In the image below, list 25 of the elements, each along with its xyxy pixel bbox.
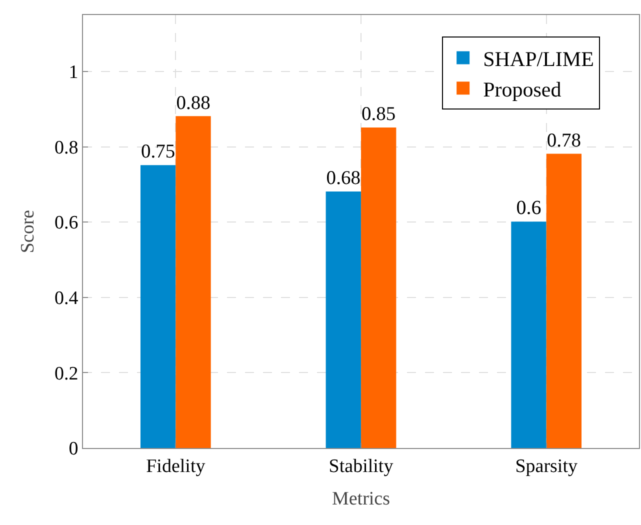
bar <box>176 116 211 448</box>
y-tick-label: 0.4 <box>54 288 79 310</box>
x-tick-label: Sparsity <box>515 456 578 477</box>
x-tick-label: Stability <box>328 456 394 477</box>
bar <box>511 222 546 448</box>
data-label: 0.68 <box>326 168 361 190</box>
legend-label: SHAP/LIME <box>483 46 594 71</box>
y-tick-label: 0.2 <box>54 363 78 384</box>
bar <box>361 127 396 448</box>
y-axis-title: Score <box>17 210 38 254</box>
data-label: 0.85 <box>362 104 396 126</box>
data-label: 0.78 <box>546 130 582 152</box>
data-label: 0.6 <box>516 197 542 220</box>
y-tick-label: 0 <box>68 438 78 460</box>
bar <box>326 191 361 448</box>
legend-label: Proposed <box>483 77 562 102</box>
x-tick-label: Fidelity <box>146 456 206 477</box>
y-tick-label: 1 <box>68 62 78 84</box>
x-axis-title: Metrics <box>332 488 390 510</box>
y-tick-label: 0.8 <box>54 137 78 158</box>
bar <box>546 154 582 448</box>
bar <box>140 165 176 448</box>
y-tick-label: 0.6 <box>54 212 78 234</box>
data-label: 0.88 <box>176 92 211 114</box>
data-label: 0.75 <box>140 142 176 163</box>
